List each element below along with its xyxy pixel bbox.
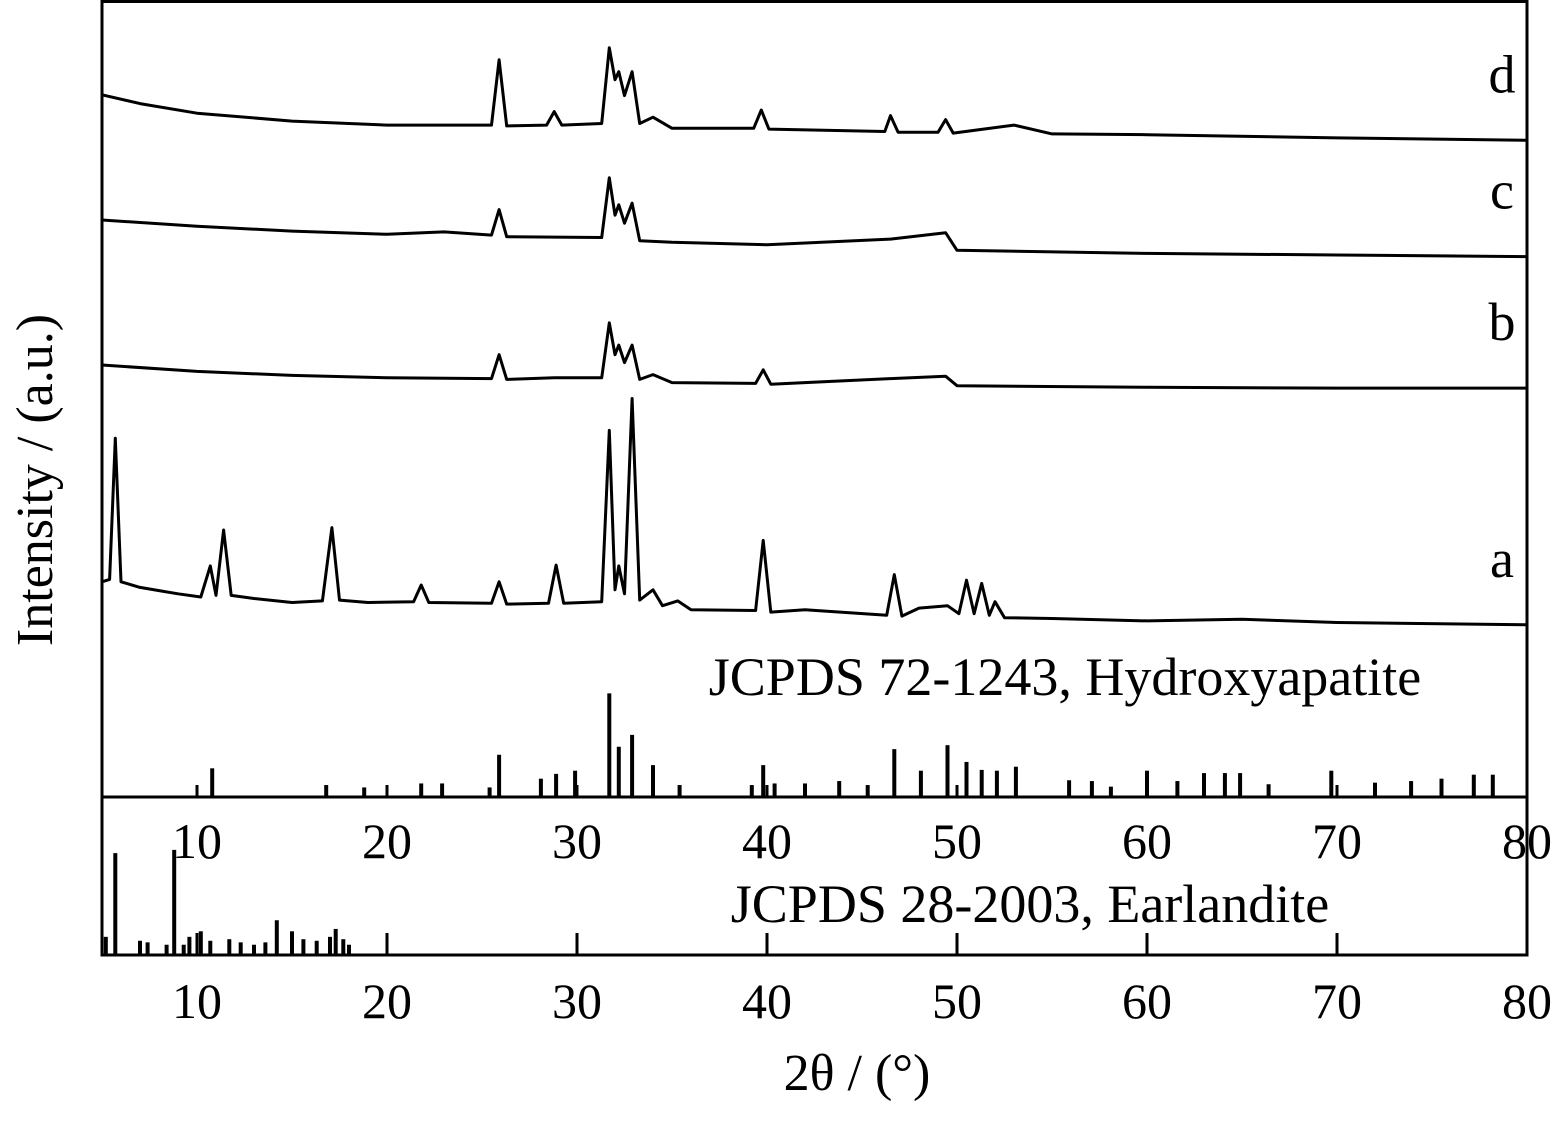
x-tick-label: 10 [172,973,222,1029]
x-tick-label: 30 [552,813,602,869]
x-tick-label: 80 [1502,973,1552,1029]
x-tick-label: 50 [932,813,982,869]
x-tick-label: 70 [1312,813,1362,869]
y-axis-label: Intensity / (a.u.) [7,314,64,646]
x-tick-label: 10 [172,813,222,869]
series-label: a [1490,529,1514,589]
x-tick-label: 70 [1312,973,1362,1029]
x-tick-label: 40 [742,973,792,1029]
x-tick-label: 20 [362,813,412,869]
x-tick-label: 60 [1122,813,1172,869]
series-label: c [1490,161,1514,221]
x-tick-label: 40 [742,813,792,869]
series-label: b [1489,292,1516,352]
x-tick-label: 60 [1122,973,1172,1029]
xrd-curve [101,176,1528,259]
xrd-curve [101,321,1527,390]
bottom-panel-frame [100,795,1529,957]
x-tick-label: 50 [932,973,982,1029]
x-tick-label: 20 [362,973,412,1029]
reference-label: JCPDS 72-1243, Hydroxyapatite [709,647,1421,707]
series-label: d [1489,44,1516,104]
x-tick-label: 30 [552,973,602,1029]
x-tick-label: 80 [1502,813,1552,869]
xrd-curve [101,397,1528,627]
reference-label: JCPDS 28-2003, Earlandite [731,874,1329,934]
x-axis-label: 2θ / (°) [784,1045,931,1102]
xrd-curve [101,46,1528,142]
